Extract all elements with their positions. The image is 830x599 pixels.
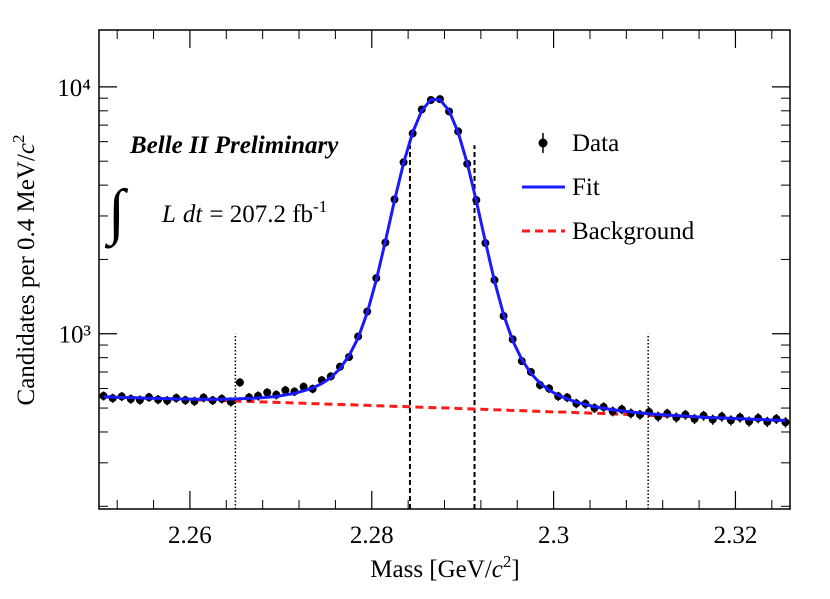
data-point [235, 378, 244, 387]
ylabel-part: c [13, 143, 40, 154]
y-axis-label: Candidates per 0.4 MeV/c2 [9, 135, 40, 406]
legend-label: Data [572, 130, 619, 157]
plot-frame [98, 29, 791, 510]
lumi-part: = 207.2 fb [209, 201, 313, 228]
xlabel-part: Mass [GeV/ [370, 556, 492, 583]
lumi-part: dt [183, 201, 204, 228]
xlabel-part: ] [511, 556, 519, 583]
ylabel-part: Candidates per 0.4 MeV/ [13, 154, 40, 405]
legend-label: Background [572, 218, 695, 245]
xlabel-part: c [492, 556, 503, 583]
y-tick-label: 10³ [59, 322, 92, 349]
lumi-sup: -1 [313, 197, 327, 216]
background-line [103, 395, 786, 423]
integral-sign: ∫ [104, 178, 129, 249]
xlabel-sup: 2 [503, 552, 512, 571]
x-tick-label: 2.3 [538, 522, 569, 549]
x-tick-label: 2.28 [350, 522, 394, 549]
x-tick-label: 2.26 [168, 522, 212, 549]
fit-line [103, 98, 786, 423]
data-point [263, 388, 272, 397]
x-axis-label: Mass [GeV/c2] [370, 552, 519, 583]
x-tick-label: 2.32 [714, 522, 758, 549]
legend-label: Fit [572, 174, 600, 201]
annotation: Belle II Preliminary [129, 132, 339, 159]
y-tick-label: 10⁴ [57, 75, 91, 102]
data-point [281, 386, 290, 395]
lumi-part: L [161, 201, 176, 228]
ylabel-sup: 2 [9, 135, 28, 144]
legend-marker [538, 138, 548, 148]
